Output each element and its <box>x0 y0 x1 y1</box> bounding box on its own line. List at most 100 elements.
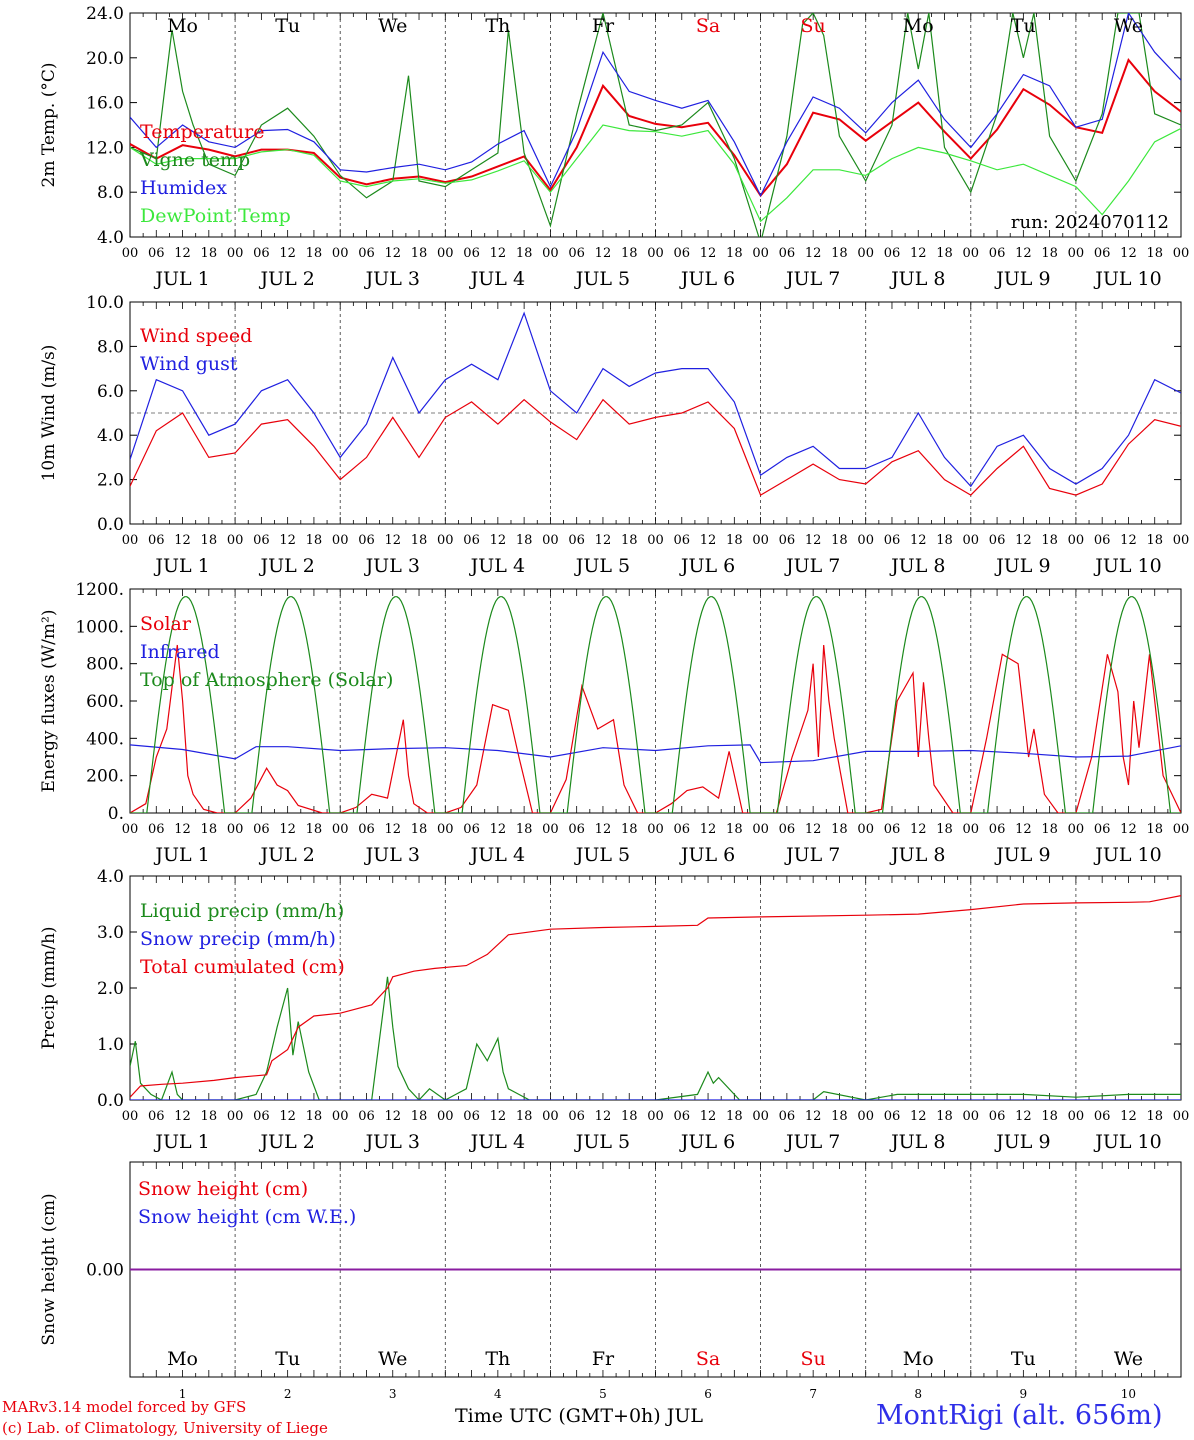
y-tick-label: 20.0 <box>86 49 124 69</box>
date-label: JUL 3 <box>364 844 420 866</box>
hour-tick-label: 12 <box>1015 246 1032 261</box>
y-tick-label: 2.0 <box>97 471 124 491</box>
energy-series-1 <box>130 744 1181 764</box>
hour-tick-label: 12 <box>700 822 717 837</box>
hour-tick-label: 06 <box>1094 246 1111 261</box>
energy-panel <box>129 588 1182 814</box>
weekday-label: Tu <box>275 1348 300 1370</box>
hour-tick-label: 12 <box>1015 1109 1032 1124</box>
date-label: JUL 8 <box>889 844 945 866</box>
hour-tick-label: 12 <box>279 1109 296 1124</box>
date-label: JUL 2 <box>258 844 314 866</box>
legend-entry: Total cumulated (cm) <box>140 956 345 978</box>
date-label: JUL 5 <box>574 1131 630 1153</box>
legend-entry: DewPoint Temp <box>140 205 291 227</box>
date-label: JUL 6 <box>679 844 735 866</box>
hour-tick-label: 18 <box>516 246 533 261</box>
hour-tick-label: 00 <box>647 822 664 837</box>
hour-tick-label: 00 <box>857 1109 874 1124</box>
hour-tick-label: 12 <box>910 1109 927 1124</box>
date-label: JUL 2 <box>258 1131 314 1153</box>
date-label: JUL 7 <box>784 1131 840 1153</box>
day-number-label: 6 <box>704 1387 712 1401</box>
y-tick-label: 12.0 <box>86 138 124 158</box>
hour-tick-label: 12 <box>805 533 822 548</box>
weekday-label: Fr <box>592 1348 615 1370</box>
day-number-label: 1 <box>179 1387 187 1401</box>
date-label: JUL 6 <box>679 1131 735 1153</box>
hour-tick-label: 12 <box>805 246 822 261</box>
weekday-label: Mo <box>167 1348 198 1370</box>
hour-tick-label: 00 <box>1068 246 1085 261</box>
snow-panel <box>129 1161 1182 1378</box>
y-tick-label: 1.0 <box>97 1035 124 1055</box>
date-label: JUL 2 <box>258 268 314 290</box>
hour-tick-label: 00 <box>1173 822 1190 837</box>
hour-tick-label: 06 <box>148 246 165 261</box>
hour-tick-label: 12 <box>174 822 191 837</box>
hour-tick-label: 06 <box>253 1109 270 1124</box>
legend-entry: Infrared <box>140 641 220 663</box>
hour-tick-label: 06 <box>674 533 691 548</box>
hour-tick-label: 18 <box>306 533 323 548</box>
station-title: MontRigi (alt. 656m) <box>876 1400 1163 1431</box>
hour-tick-label: 18 <box>1146 822 1163 837</box>
hour-tick-label: 06 <box>1094 1109 1111 1124</box>
hour-tick-label: 00 <box>857 822 874 837</box>
legend-entry: Wind gust <box>140 353 238 375</box>
weekday-label: Sa <box>696 1348 720 1370</box>
hour-tick-label: 06 <box>1094 822 1111 837</box>
hour-tick-label: 18 <box>1041 1109 1058 1124</box>
y-tick-label: 4.0 <box>97 228 124 248</box>
y-tick-label: 3.0 <box>97 923 124 943</box>
day-number-label: 3 <box>389 1387 397 1401</box>
legend-entry: Temperature <box>140 121 264 143</box>
hour-tick-label: 06 <box>674 1109 691 1124</box>
hour-tick-label: 12 <box>1120 822 1137 837</box>
date-label: JUL 4 <box>469 555 525 577</box>
hour-tick-label: 18 <box>726 533 743 548</box>
hour-tick-label: 18 <box>621 246 638 261</box>
date-label: JUL 10 <box>1093 1131 1161 1153</box>
hour-tick-label: 06 <box>779 822 796 837</box>
precip-series-2 <box>130 895 1181 1098</box>
day-number-label: 5 <box>599 1387 607 1401</box>
hour-tick-label: 18 <box>621 822 638 837</box>
hour-tick-label: 00 <box>332 822 349 837</box>
day-number-label: 9 <box>1020 1387 1028 1401</box>
hour-tick-label: 12 <box>700 1109 717 1124</box>
hour-tick-label: 12 <box>805 822 822 837</box>
hour-tick-label: 12 <box>910 822 927 837</box>
weekday-label: Tu <box>1011 15 1036 37</box>
hour-tick-label: 18 <box>411 246 428 261</box>
hour-tick-label: 00 <box>1068 822 1085 837</box>
legend-entry: Snow height (cm) <box>138 1178 308 1200</box>
hour-tick-label: 06 <box>463 1109 480 1124</box>
hour-tick-label: 18 <box>936 822 953 837</box>
hour-tick-label: 12 <box>384 246 401 261</box>
hour-tick-label: 00 <box>227 246 244 261</box>
y-tick-label: 6.0 <box>97 382 124 402</box>
date-label: JUL 4 <box>469 268 525 290</box>
y-tick-label: 0. <box>108 804 124 824</box>
hour-tick-label: 12 <box>700 533 717 548</box>
date-label: JUL 5 <box>574 268 630 290</box>
hour-tick-label: 06 <box>989 822 1006 837</box>
hour-tick-label: 12 <box>490 1109 507 1124</box>
hour-tick-label: 12 <box>174 246 191 261</box>
hour-tick-label: 12 <box>490 822 507 837</box>
hour-tick-label: 18 <box>201 246 218 261</box>
hour-tick-label: 06 <box>989 246 1006 261</box>
date-label: JUL 7 <box>784 268 840 290</box>
hour-tick-label: 06 <box>779 246 796 261</box>
hour-tick-label: 00 <box>752 822 769 837</box>
hour-tick-label: 00 <box>963 1109 980 1124</box>
hour-tick-label: 18 <box>1146 533 1163 548</box>
hour-tick-label: 06 <box>148 822 165 837</box>
hour-tick-label: 18 <box>831 1109 848 1124</box>
y-axis-title: Energy fluxes (W/m²) <box>39 610 59 793</box>
hour-tick-label: 18 <box>516 1109 533 1124</box>
date-label: JUL 4 <box>469 1131 525 1153</box>
hour-tick-label: 18 <box>306 1109 323 1124</box>
y-axis-title: Snow height (cm) <box>39 1193 59 1345</box>
